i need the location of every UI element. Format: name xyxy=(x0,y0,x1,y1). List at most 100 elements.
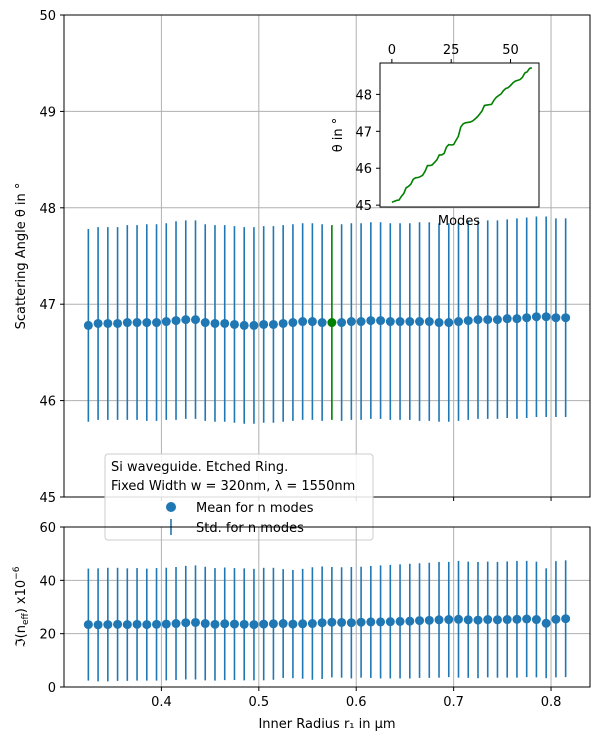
bottom-y-label-exp: −6 xyxy=(12,566,22,580)
inset-x-tick-label: 50 xyxy=(502,43,519,58)
main-mean-point xyxy=(122,318,132,328)
main-y-tick-label: 48 xyxy=(39,202,56,217)
bottom-mean-point xyxy=(142,620,152,630)
main-mean-point xyxy=(103,318,113,328)
main-mean-point xyxy=(463,316,473,326)
main-mean-point xyxy=(551,313,561,323)
main-mean-point xyxy=(512,314,522,324)
main-mean-point xyxy=(317,318,327,328)
main-mean-point xyxy=(249,320,259,330)
main-mean-point xyxy=(161,317,171,327)
bottom-mean-point xyxy=(415,616,425,626)
bottom-y-axis-label: ℑ(neff) x10−6 xyxy=(12,566,31,647)
main-mean-point xyxy=(531,312,541,322)
bottom-mean-point xyxy=(103,620,113,630)
bottom-mean-point xyxy=(152,619,162,629)
main-mean-point xyxy=(210,318,220,328)
inset-x-tick-label: 0 xyxy=(388,43,396,58)
main-mean-point xyxy=(142,318,152,328)
main-mean-point xyxy=(415,317,425,327)
inset-y-tick-label: 48 xyxy=(355,88,372,103)
main-mean-point xyxy=(229,319,239,329)
legend-title-line1: Si waveguide. Etched Ring. xyxy=(111,460,288,475)
main-mean-point xyxy=(268,319,278,329)
main-mean-point xyxy=(113,318,123,328)
main-mean-point xyxy=(385,317,395,327)
bottom-mean-point xyxy=(541,618,551,628)
bottom-mean-point xyxy=(327,617,337,627)
bottom-mean-point xyxy=(93,620,103,630)
main-y-tick-label: 49 xyxy=(39,105,56,120)
main-mean-point xyxy=(405,317,415,327)
main-mean-point xyxy=(337,318,347,328)
bottom-mean-point xyxy=(502,615,512,625)
main-y-tick-label: 46 xyxy=(39,395,56,410)
inset-y-axis-label: θ in ° xyxy=(331,118,346,153)
bottom-mean-point xyxy=(463,615,473,625)
main-mean-point xyxy=(454,317,463,327)
main-grid xyxy=(64,14,590,498)
bottom-mean-point xyxy=(366,617,376,627)
main-y-tick-label: 45 xyxy=(39,491,56,506)
bottom-x-tick-label: 0.5 xyxy=(248,695,269,710)
bottom-mean-point xyxy=(220,619,230,629)
bottom-x-tick-label: 0.8 xyxy=(541,695,562,710)
main-mean-point xyxy=(83,320,93,330)
main-mean-point xyxy=(395,317,405,327)
main-mean-point xyxy=(200,318,210,328)
legend-mean-label: Mean for n modes xyxy=(196,501,314,516)
main-mean-point xyxy=(307,317,317,327)
main-mean-point xyxy=(132,318,142,328)
bottom-mean-point xyxy=(561,614,571,624)
bottom-mean-point xyxy=(395,616,405,626)
bottom-mean-point xyxy=(307,619,317,629)
bottom-mean-point xyxy=(200,619,210,629)
main-y-ticks: 45 46 47 48 49 50 xyxy=(39,9,64,506)
bottom-x-tick-label: 0.4 xyxy=(151,695,172,710)
main-mean-point xyxy=(444,318,454,328)
bottom-y-tick-label: 0 xyxy=(48,681,56,696)
main-mean-point xyxy=(152,318,162,328)
bottom-mean-point xyxy=(356,617,366,627)
bottom-x-ticks: 0.4 0.5 0.6 0.7 0.8 xyxy=(151,687,561,710)
bottom-mean-point xyxy=(113,619,123,629)
main-mean-point xyxy=(356,317,366,327)
bottom-y-label-main: ℑ(n xyxy=(14,625,29,647)
bottom-mean-point xyxy=(317,618,327,628)
bottom-mean-point xyxy=(181,618,191,628)
legend-title-line2: Fixed Width w = 320nm, λ = 1550nm xyxy=(111,479,355,494)
bottom-plot-panel: 0 20 40 60 0.4 0.5 0.6 0.7 0.8 Inner Radius r₁ … xyxy=(12,521,591,732)
bottom-mean-point xyxy=(424,615,434,625)
bottom-mean-point xyxy=(551,614,561,624)
main-mean-point xyxy=(366,316,376,326)
main-mean-point xyxy=(181,315,191,325)
bottom-mean-point xyxy=(229,619,239,629)
bottom-mean-point xyxy=(239,619,249,629)
inset-y-tick-label: 45 xyxy=(355,199,372,214)
inset-plot-panel: 0 25 50 45 46 47 48 Modes θ in ° xyxy=(331,43,540,229)
main-mean-point xyxy=(473,315,483,325)
bottom-mean-point xyxy=(132,619,142,629)
bottom-mean-point xyxy=(210,619,220,629)
bottom-y-tick-label: 20 xyxy=(39,628,56,643)
bottom-mean-point xyxy=(531,615,541,625)
main-mean-point xyxy=(191,315,200,325)
inset-y-ticks: 45 46 47 48 xyxy=(355,88,380,214)
main-mean-point xyxy=(541,312,551,322)
bottom-y-tick-label: 40 xyxy=(39,574,56,589)
bottom-mean-point xyxy=(473,615,483,625)
main-mean-points xyxy=(83,312,571,330)
main-mean-point xyxy=(327,318,337,328)
bottom-mean-point xyxy=(83,620,93,630)
inset-axes-frame xyxy=(379,62,540,208)
inset-x-axis-label: Modes xyxy=(438,214,480,229)
inset-x-ticks: 0 25 50 xyxy=(388,43,519,63)
main-mean-point xyxy=(522,313,532,323)
bottom-mean-point xyxy=(444,615,454,625)
main-mean-point xyxy=(483,315,493,325)
bottom-mean-point xyxy=(122,620,132,630)
main-mean-point xyxy=(278,318,288,328)
bottom-y-label-sub: eff xyxy=(21,613,31,626)
main-mean-point xyxy=(298,317,308,327)
main-mean-point xyxy=(561,313,571,323)
